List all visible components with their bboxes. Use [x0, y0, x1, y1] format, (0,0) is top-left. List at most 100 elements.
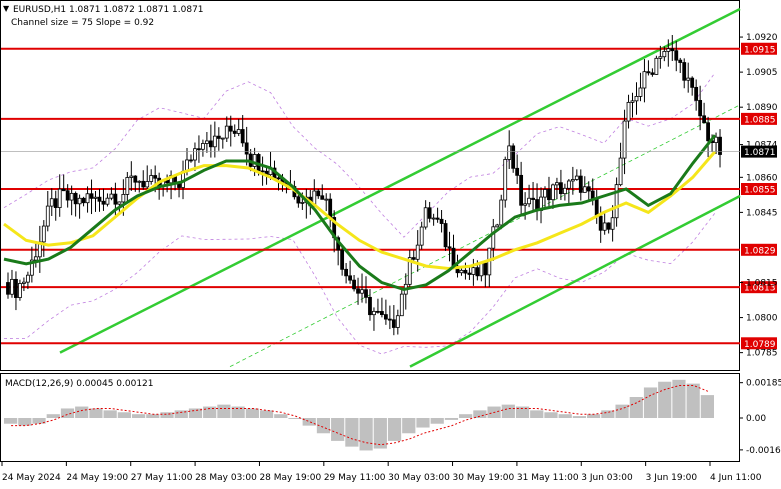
candle-body [236, 129, 241, 134]
level-label-bg [741, 42, 777, 55]
price-tick-label: 1.0920 [746, 33, 778, 43]
candle-body [189, 159, 193, 162]
candle-body [706, 122, 710, 142]
candle-body [391, 319, 396, 328]
candle-body [479, 262, 484, 277]
chart-dropdown-icon[interactable]: ▼ [3, 4, 10, 13]
macd-histogram-bar [530, 410, 544, 418]
candle-body [411, 257, 416, 260]
macd-histogram-bar [288, 418, 302, 419]
macd-histogram-bar [544, 412, 558, 418]
candle-body [527, 197, 531, 205]
time-tick-label: 24 May 19:00 [66, 473, 128, 483]
candle-body [562, 187, 567, 195]
candle-body [296, 196, 301, 204]
macd-histogram-bar [601, 410, 615, 418]
macd-tick-label: -0.00167 [746, 446, 781, 456]
candle-body [344, 268, 349, 277]
candle-body [698, 100, 703, 117]
candle-body [69, 192, 74, 201]
macd-histogram-bar [515, 406, 530, 418]
candle-body [555, 182, 559, 186]
candle-body [45, 205, 50, 227]
candle-body [714, 136, 718, 143]
macd-histogram-bar [75, 406, 89, 418]
candle-body [543, 189, 547, 198]
candle-body [372, 310, 376, 316]
level-label-bg [741, 243, 777, 256]
upper-band [3, 72, 716, 238]
bands-layer [3, 72, 716, 355]
candle-body [224, 125, 229, 139]
main-chart-frame [0, 0, 740, 371]
macd-signal-line [11, 385, 709, 446]
price-tick-label: 1.0785 [746, 349, 778, 359]
level-label: 1.0915 [744, 45, 776, 55]
candle-body [197, 148, 201, 151]
candle-body [368, 296, 372, 316]
regression-channel [59, 7, 741, 368]
candle-body [81, 197, 86, 204]
candle-body [29, 259, 34, 276]
candle-body [85, 193, 90, 204]
candle-body [610, 217, 615, 230]
level-label: 1.0789 [744, 340, 776, 350]
candle-body [395, 315, 400, 328]
candle-body [300, 201, 305, 204]
candle-body [523, 203, 528, 206]
candle-body [574, 175, 579, 180]
candle-body [220, 137, 225, 140]
price-tick-label: 1.0874 [746, 141, 778, 151]
macd-histogram-bar [203, 406, 217, 418]
candle-body [443, 223, 448, 248]
macd-histogram-bar [501, 404, 515, 418]
candle-body [670, 48, 675, 52]
candle-body [690, 77, 695, 88]
candle-body [53, 198, 58, 208]
macd-histogram-bar [103, 410, 117, 418]
candle-body [73, 192, 78, 205]
candle-body [519, 174, 524, 206]
candle-body [622, 120, 627, 159]
candle-body [145, 181, 150, 188]
candle-body [718, 136, 722, 155]
support-resistance-levels: 1.0915 1.0885 1.0855 1.0829 1.0813 1.0789 [1, 42, 777, 350]
candle-body [618, 157, 623, 186]
fast-moving-average [3, 134, 717, 292]
candle-body [212, 135, 217, 148]
candle-body [208, 140, 213, 148]
candle-body [240, 129, 245, 144]
macd-histogram-bar [4, 418, 18, 424]
candle-body [531, 197, 535, 200]
price-tick-label: 1.0860 [746, 173, 778, 183]
candle-body [232, 130, 237, 134]
candle-body [133, 175, 138, 183]
candle-body [89, 193, 94, 199]
candle-body [6, 282, 10, 295]
channel-lower-line [409, 194, 741, 368]
candle-body [467, 272, 472, 275]
candle-body [662, 51, 667, 58]
time-tick-label: 29 May 11:00 [324, 473, 386, 483]
candle-body [559, 182, 563, 195]
candle-body [352, 279, 356, 290]
candle-body [447, 246, 452, 249]
candlesticks [6, 35, 722, 336]
candle-body [598, 215, 603, 231]
candle-body [228, 125, 233, 132]
candle-body [204, 140, 209, 144]
candle-body [570, 179, 575, 182]
current-price-label: 1.0871 [744, 148, 776, 158]
candle-body [137, 180, 142, 183]
candle-body [682, 62, 687, 81]
time-tick-label: 30 May 19:00 [453, 473, 515, 483]
macd-histogram-bar [274, 414, 288, 418]
candle-body [415, 244, 420, 260]
level-label-bg [741, 112, 777, 125]
candle-body [201, 143, 205, 150]
candle-body [348, 275, 352, 281]
candle-body [614, 184, 619, 219]
candle-body [642, 71, 647, 89]
candle-body [427, 207, 432, 219]
